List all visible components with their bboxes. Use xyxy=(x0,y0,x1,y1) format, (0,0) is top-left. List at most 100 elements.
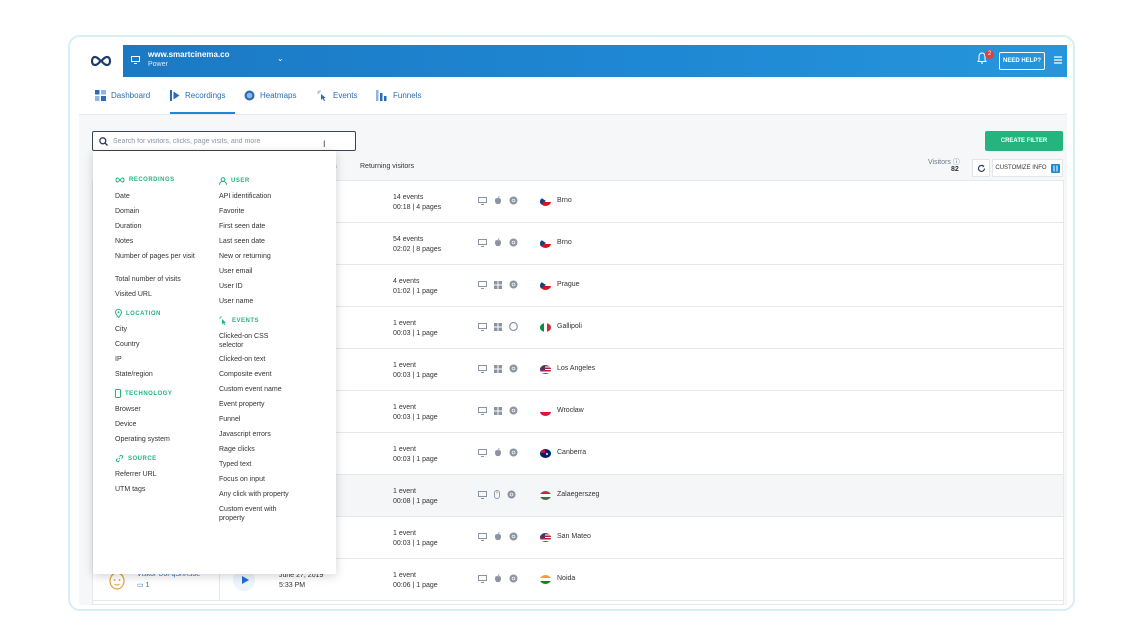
filter-option-visited-url[interactable]: Visited URL xyxy=(115,291,152,298)
chrome-icon xyxy=(509,238,518,247)
session-duration: 00:03 | 1 page xyxy=(393,456,438,463)
country-flag-icon xyxy=(540,365,551,374)
filter-option-javascript-errors[interactable]: Javascript errors xyxy=(219,431,271,438)
search-input[interactable] xyxy=(113,137,333,145)
refresh-icon xyxy=(977,164,985,172)
tab-funnels[interactable]: Funnels xyxy=(376,90,421,101)
filter-option-notes[interactable]: Notes xyxy=(115,238,134,245)
table-row[interactable]: Visitor UoFqShRs3e ▭ 1 June 27, 2019 5:3… xyxy=(93,559,1063,601)
country-flag-icon xyxy=(540,449,551,458)
mouse-icon xyxy=(494,490,500,499)
filter-option-composite-event[interactable]: Composite event xyxy=(219,371,272,378)
country-flag-icon xyxy=(540,491,551,500)
session-duration: 00:18 | 4 pages xyxy=(393,204,442,211)
app-logo[interactable] xyxy=(79,45,123,77)
need-help-button[interactable]: NEED HELP? xyxy=(999,52,1045,70)
refresh-button[interactable] xyxy=(972,159,990,177)
tab-recordings[interactable]: Recordings xyxy=(170,90,237,114)
filter-option-last-seen[interactable]: Last seen date xyxy=(219,238,265,245)
city-name: Wrocław xyxy=(557,407,584,414)
city-name: Prague xyxy=(557,281,580,288)
filter-option-duration[interactable]: Duration xyxy=(115,223,142,230)
play-recording-button[interactable] xyxy=(233,569,255,591)
device-info xyxy=(478,280,518,289)
device-info xyxy=(478,364,518,373)
tab-label: Recordings xyxy=(185,91,226,100)
site-url: www.smartcinema.co xyxy=(148,50,230,59)
filter-option-referrer-url[interactable]: Referrer URL xyxy=(115,471,157,478)
windows-icon xyxy=(494,322,502,331)
filter-option-user-email[interactable]: User email xyxy=(219,268,253,275)
filter-option-pages-per-visit[interactable]: Number of pages per visit xyxy=(115,253,195,260)
segment-tab-returning[interactable]: Returning visitors xyxy=(360,163,415,170)
device-info xyxy=(478,196,518,205)
device-info xyxy=(478,238,518,247)
event-count: 1 event xyxy=(393,404,416,411)
filter-option-favorite[interactable]: Favorite xyxy=(219,208,245,215)
session-duration: 00:06 | 1 page xyxy=(393,582,438,589)
city-name: Canberra xyxy=(557,449,587,456)
event-count: 1 event xyxy=(393,320,416,327)
city-name: Brno xyxy=(557,197,572,204)
site-plan: Power xyxy=(148,61,168,68)
filter-option-api-identification[interactable]: API identification xyxy=(219,193,272,200)
tab-heatmaps[interactable]: Heatmaps xyxy=(244,90,296,101)
search-bar[interactable] xyxy=(92,131,356,151)
filter-option-utm-tags[interactable]: UTM tags xyxy=(115,486,146,493)
filter-option-event-property[interactable]: Event property xyxy=(219,401,265,408)
hamburger-menu-icon[interactable] xyxy=(1053,55,1063,65)
desktop-icon xyxy=(478,490,487,499)
tab-dashboard[interactable]: Dashboard xyxy=(95,90,150,101)
filter-option-css-selector[interactable]: Clicked-on CSS selector xyxy=(219,333,269,349)
filter-option-user-name[interactable]: User name xyxy=(219,298,254,305)
filter-option-focus-on-input[interactable]: Focus on input xyxy=(219,476,265,483)
site-selector[interactable]: www.smartcinema.co Power xyxy=(148,49,230,70)
filter-option-city[interactable]: City xyxy=(115,326,128,333)
opera-icon xyxy=(509,322,518,331)
desktop-icon xyxy=(478,448,487,457)
customize-info-button[interactable]: CUSTOMIZE INFO xyxy=(992,159,1063,177)
tab-events[interactable]: Events xyxy=(317,90,357,101)
filter-option-funnel[interactable]: Funnel xyxy=(219,416,241,423)
create-filter-button[interactable]: CREATE FILTER xyxy=(985,131,1063,151)
event-count: 1 event xyxy=(393,488,416,495)
filter-option-device[interactable]: Device xyxy=(115,421,137,428)
filter-option-domain[interactable]: Domain xyxy=(115,208,140,215)
filter-option-click-with-property[interactable]: Any click with property xyxy=(219,491,289,498)
filter-option-total-visits[interactable]: Total number of visits xyxy=(115,276,181,283)
filter-option-first-seen[interactable]: First seen date xyxy=(219,223,266,230)
bell-icon[interactable] xyxy=(977,52,987,64)
chrome-icon xyxy=(509,448,518,457)
filter-option-state-region[interactable]: State/region xyxy=(115,371,153,378)
columns-icon xyxy=(1050,163,1060,173)
filter-option-typed-text[interactable]: Typed text xyxy=(219,461,252,468)
city-name: Gallipoli xyxy=(557,323,582,330)
filter-option-custom-event-property[interactable]: Custom event with property xyxy=(219,506,277,522)
filter-option-custom-event-name[interactable]: Custom event name xyxy=(219,386,282,393)
session-duration: 00:03 | 1 page xyxy=(393,414,438,421)
filter-option-user-id[interactable]: User ID xyxy=(219,283,243,290)
filter-option-new-or-returning[interactable]: New or returning xyxy=(219,253,271,260)
location-pin-icon xyxy=(115,309,122,318)
filter-option-os[interactable]: Operating system xyxy=(115,436,170,443)
filter-dropdown: RECORDINGS Date Domain Duration Notes Nu… xyxy=(93,151,336,574)
filter-option-rage-clicks[interactable]: Rage clicks xyxy=(219,446,255,453)
filter-option-browser[interactable]: Browser xyxy=(115,406,141,413)
desktop-icon xyxy=(478,322,487,331)
country-flag-icon xyxy=(540,281,551,290)
heatmap-icon xyxy=(244,90,255,101)
filter-option-date[interactable]: Date xyxy=(115,193,130,200)
apple-icon xyxy=(495,532,501,541)
visitor-name[interactable]: Visitor UoFqShRs3e xyxy=(137,571,201,578)
notification-badge: 2 xyxy=(985,50,994,59)
desktop-icon xyxy=(478,574,487,583)
desktop-icon xyxy=(478,406,487,415)
chrome-icon xyxy=(509,532,518,541)
chevron-down-icon[interactable]: ⌄ xyxy=(277,54,284,63)
filter-option-clicked-text[interactable]: Clicked-on text xyxy=(219,356,266,363)
text-cursor-icon: I xyxy=(323,139,326,149)
filter-option-country[interactable]: Country xyxy=(115,341,140,348)
filter-option-ip[interactable]: IP xyxy=(115,356,122,363)
tab-label: Funnels xyxy=(393,91,422,100)
search-icon xyxy=(99,136,108,146)
